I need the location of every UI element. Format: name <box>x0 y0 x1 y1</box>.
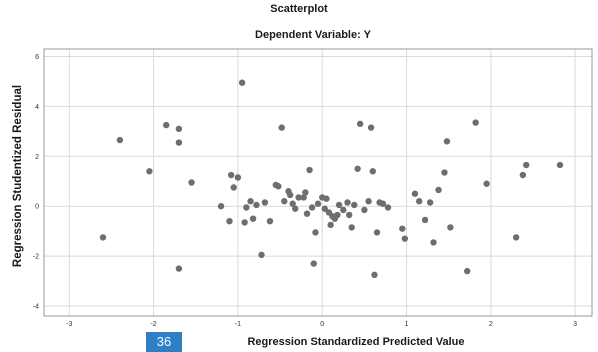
data-point <box>401 235 409 242</box>
data-point <box>556 161 564 169</box>
data-point <box>335 201 343 209</box>
data-point <box>365 198 372 205</box>
data-point <box>464 267 471 275</box>
data-point <box>354 165 361 172</box>
data-point <box>351 201 358 209</box>
data-point <box>261 199 269 206</box>
data-point <box>361 206 368 214</box>
data-point <box>344 199 351 206</box>
data-point <box>302 189 309 196</box>
data-point <box>310 260 317 267</box>
data-point <box>472 119 479 126</box>
x-tick-label: 3 <box>573 321 577 328</box>
data-point <box>286 191 294 199</box>
data-point <box>217 203 225 210</box>
data-point <box>275 183 282 190</box>
x-tick-label: 2 <box>489 321 493 328</box>
y-tick-label: 0 <box>35 204 39 211</box>
data-point <box>411 190 419 197</box>
data-point <box>230 184 237 191</box>
data-point <box>258 251 265 259</box>
data-point <box>345 211 353 219</box>
x-tick-label: 0 <box>320 321 324 328</box>
data-point <box>519 171 527 179</box>
chart-subtitle: Dependent Variable: Y <box>255 29 372 41</box>
y-tick-label: 4 <box>35 104 39 111</box>
data-point <box>379 200 387 207</box>
data-point <box>323 195 330 202</box>
data-point <box>175 125 183 133</box>
data-point <box>146 168 153 175</box>
data-point <box>163 121 170 129</box>
data-point <box>443 138 451 145</box>
data-point <box>266 217 274 225</box>
x-tick-label: -3 <box>66 321 72 328</box>
data-point <box>367 124 375 131</box>
data-point <box>334 211 341 219</box>
data-point <box>253 201 260 209</box>
y-tick-label: 6 <box>35 54 39 61</box>
data-point <box>483 180 490 187</box>
data-point <box>292 205 299 212</box>
data-point <box>435 186 442 194</box>
axis-tick-labels: -3 -2 -1 0 1 2 3 -4 -2 0 2 4 6 <box>33 54 577 328</box>
y-tick-label: -2 <box>33 254 39 261</box>
data-point <box>306 166 313 174</box>
data-point <box>523 161 530 169</box>
data-point <box>295 194 302 201</box>
data-point <box>312 229 319 236</box>
y-tick-label: -4 <box>33 304 39 311</box>
y-tick-label: 2 <box>35 154 39 161</box>
data-point <box>327 221 334 229</box>
data-point <box>373 229 381 236</box>
data-point <box>426 199 434 206</box>
x-tick-label: -2 <box>150 321 156 328</box>
y-axis-label: Regression Studentized Residual <box>12 85 24 267</box>
data-point <box>512 234 520 241</box>
data-point <box>249 215 257 222</box>
data-point <box>321 205 328 212</box>
data-point <box>371 271 378 279</box>
data-point <box>241 219 248 226</box>
data-point <box>226 217 233 225</box>
data-point <box>308 204 316 211</box>
data-point <box>281 198 288 205</box>
x-tick-label: 1 <box>405 321 409 328</box>
data-point <box>447 224 454 231</box>
x-tick-label: -1 <box>235 321 241 328</box>
data-point <box>300 194 307 201</box>
data-point <box>314 200 322 207</box>
data-point <box>441 169 448 176</box>
data-point <box>188 179 195 186</box>
data-point <box>278 124 285 131</box>
chart-title: Scatterplot <box>270 3 328 15</box>
data-point <box>243 204 250 211</box>
data-point <box>356 120 364 128</box>
data-point <box>399 225 406 232</box>
data-point <box>415 198 423 205</box>
data-point <box>238 79 246 86</box>
data-point <box>116 136 124 144</box>
data-point <box>227 171 235 179</box>
data-point <box>175 139 183 146</box>
data-point <box>384 204 392 211</box>
data-point <box>421 216 429 224</box>
x-axis-label: Regression Standardized Predicted Value <box>247 336 464 348</box>
data-point <box>348 224 355 231</box>
data-point <box>234 174 242 181</box>
grid-lines <box>44 49 592 316</box>
data-point <box>247 198 254 205</box>
data-point <box>369 168 376 175</box>
plot-area-frame <box>43 48 593 317</box>
data-point <box>99 234 107 241</box>
data-points <box>99 79 564 279</box>
data-point <box>175 265 183 272</box>
data-point <box>289 200 296 207</box>
data-point <box>303 210 311 217</box>
data-point <box>340 206 347 214</box>
data-point <box>430 239 437 246</box>
page-number-badge: 36 <box>146 332 182 352</box>
